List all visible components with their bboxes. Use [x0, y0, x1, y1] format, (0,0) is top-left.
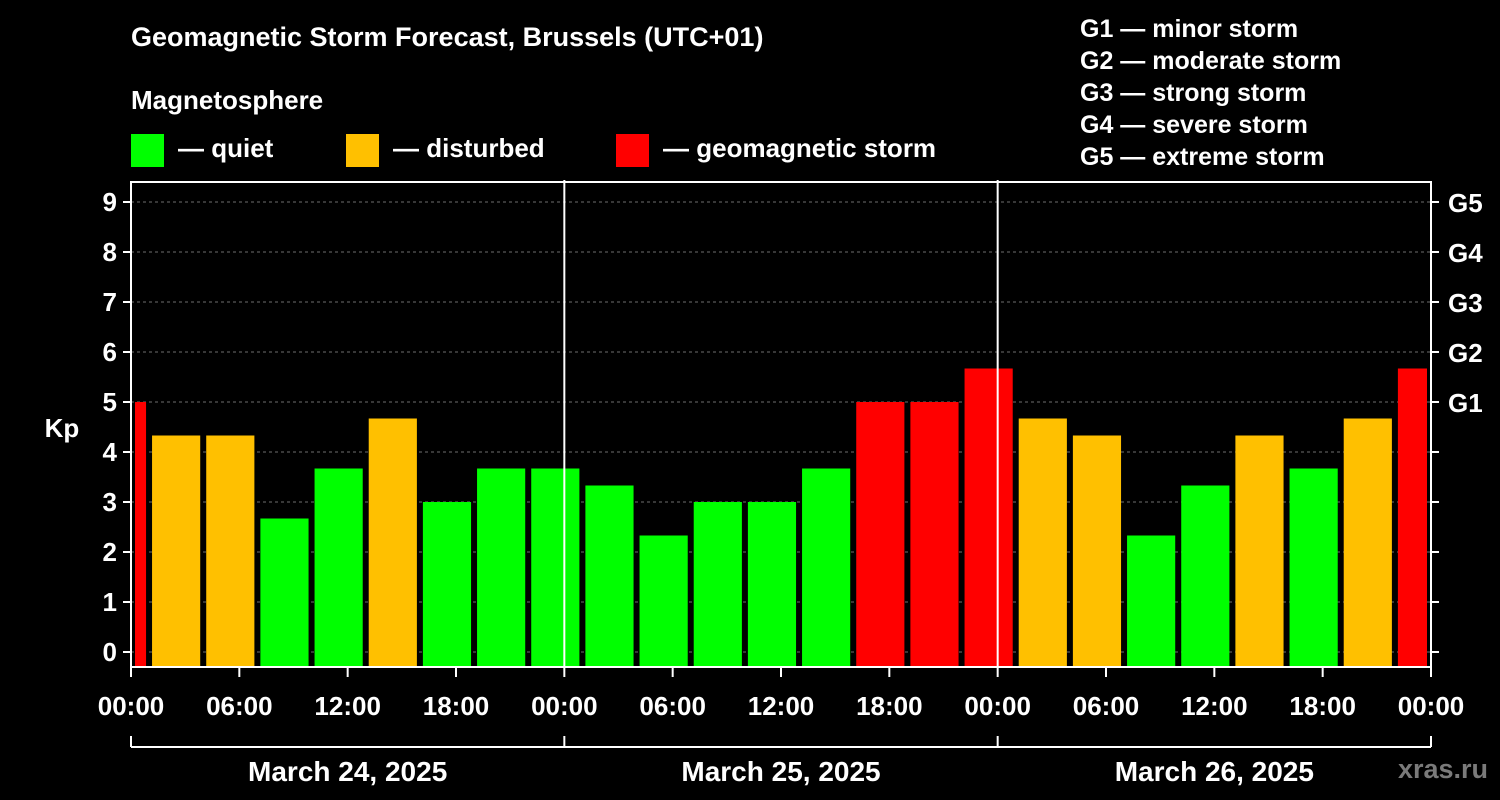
- x-tick-label: 18:00: [856, 691, 923, 721]
- x-tick-label: 18:00: [1289, 691, 1356, 721]
- x-tick-label: 06:00: [206, 691, 273, 721]
- kp-bar: [1127, 535, 1176, 667]
- x-tick-label: 00:00: [531, 691, 598, 721]
- kp-bar: [1018, 418, 1067, 667]
- kp-bar: [422, 502, 472, 667]
- kp-bar: [1072, 435, 1122, 667]
- kp-bar: [639, 535, 688, 667]
- g-level-label-g1: G1: [1448, 388, 1483, 418]
- date-label: March 24, 2025: [248, 756, 447, 787]
- x-tick-label: 00:00: [1398, 691, 1465, 721]
- y-tick-label: 7: [103, 287, 117, 317]
- y-tick-label: 3: [103, 487, 117, 517]
- legend-swatch-disturbed: [346, 134, 379, 167]
- y-tick-label: 2: [103, 537, 117, 567]
- kp-bar: [260, 518, 309, 667]
- x-tick-label: 12:00: [314, 691, 381, 721]
- storm-level-g2: G2 — moderate storm: [1080, 47, 1342, 75]
- date-label: March 26, 2025: [1115, 756, 1314, 787]
- kp-bar: [1397, 368, 1427, 667]
- date-label: March 25, 2025: [681, 756, 880, 787]
- kp-bar: [531, 468, 580, 667]
- kp-bar: [964, 368, 1013, 667]
- watermark: xras.ru: [1397, 754, 1488, 784]
- kp-bar: [585, 485, 634, 667]
- y-tick-label: 9: [103, 187, 117, 217]
- kp-bar: [477, 468, 526, 667]
- y-tick-label: 6: [103, 337, 117, 367]
- y-axis-label: Kp: [45, 413, 80, 443]
- y-tick-label: 8: [103, 237, 117, 267]
- kp-bar: [910, 402, 959, 667]
- kp-bar: [1343, 418, 1392, 667]
- legend-swatch-quiet: [131, 134, 164, 167]
- magnetosphere-heading: Magnetosphere: [131, 85, 324, 115]
- y-tick-label: 5: [103, 387, 117, 417]
- g-level-label-g2: G2: [1448, 338, 1483, 368]
- x-tick-label: 06:00: [639, 691, 706, 721]
- kp-bar: [693, 502, 742, 667]
- legend-label-disturbed: — disturbed: [393, 133, 545, 163]
- storm-level-g4: G4 — severe storm: [1080, 111, 1308, 139]
- x-tick-label: 12:00: [1181, 691, 1248, 721]
- g-level-label-g3: G3: [1448, 288, 1483, 318]
- storm-level-list: G1 — minor storm G2 — moderate storm G3 …: [1080, 13, 1341, 173]
- g-level-label-g4: G4: [1448, 238, 1483, 268]
- x-tick-label: 06:00: [1073, 691, 1140, 721]
- legend-swatch-storm: [616, 134, 649, 167]
- kp-bar: [314, 468, 363, 667]
- kp-bar: [206, 435, 255, 667]
- legend-label-quiet: — quiet: [178, 133, 274, 163]
- x-tick-label: 12:00: [748, 691, 815, 721]
- y-tick-label: 4: [103, 437, 118, 467]
- kp-bar: [1181, 485, 1230, 667]
- legend-label-storm: — geomagnetic storm: [663, 133, 937, 163]
- x-tick-label: 18:00: [423, 691, 490, 721]
- kp-bar: [1235, 435, 1284, 667]
- g-level-label-g5: G5: [1448, 188, 1483, 218]
- kp-bar: [368, 418, 417, 667]
- y-tick-label: 1: [103, 587, 117, 617]
- kp-bar: [135, 402, 147, 667]
- x-tick-label: 00:00: [98, 691, 165, 721]
- storm-level-g1: G1 — minor storm: [1080, 15, 1299, 43]
- chart-title: Geomagnetic Storm Forecast, Brussels (UT…: [131, 22, 764, 52]
- kp-bar: [152, 435, 201, 667]
- kp-bar: [856, 402, 905, 667]
- y-tick-label: 0: [103, 637, 117, 667]
- storm-level-g5: G5 — extreme storm: [1080, 143, 1325, 171]
- kp-bar: [747, 502, 797, 667]
- x-tick-label: 00:00: [964, 691, 1031, 721]
- kp-bar: [802, 468, 851, 667]
- kp-bar: [1289, 468, 1338, 667]
- storm-level-g3: G3 — strong storm: [1080, 79, 1307, 107]
